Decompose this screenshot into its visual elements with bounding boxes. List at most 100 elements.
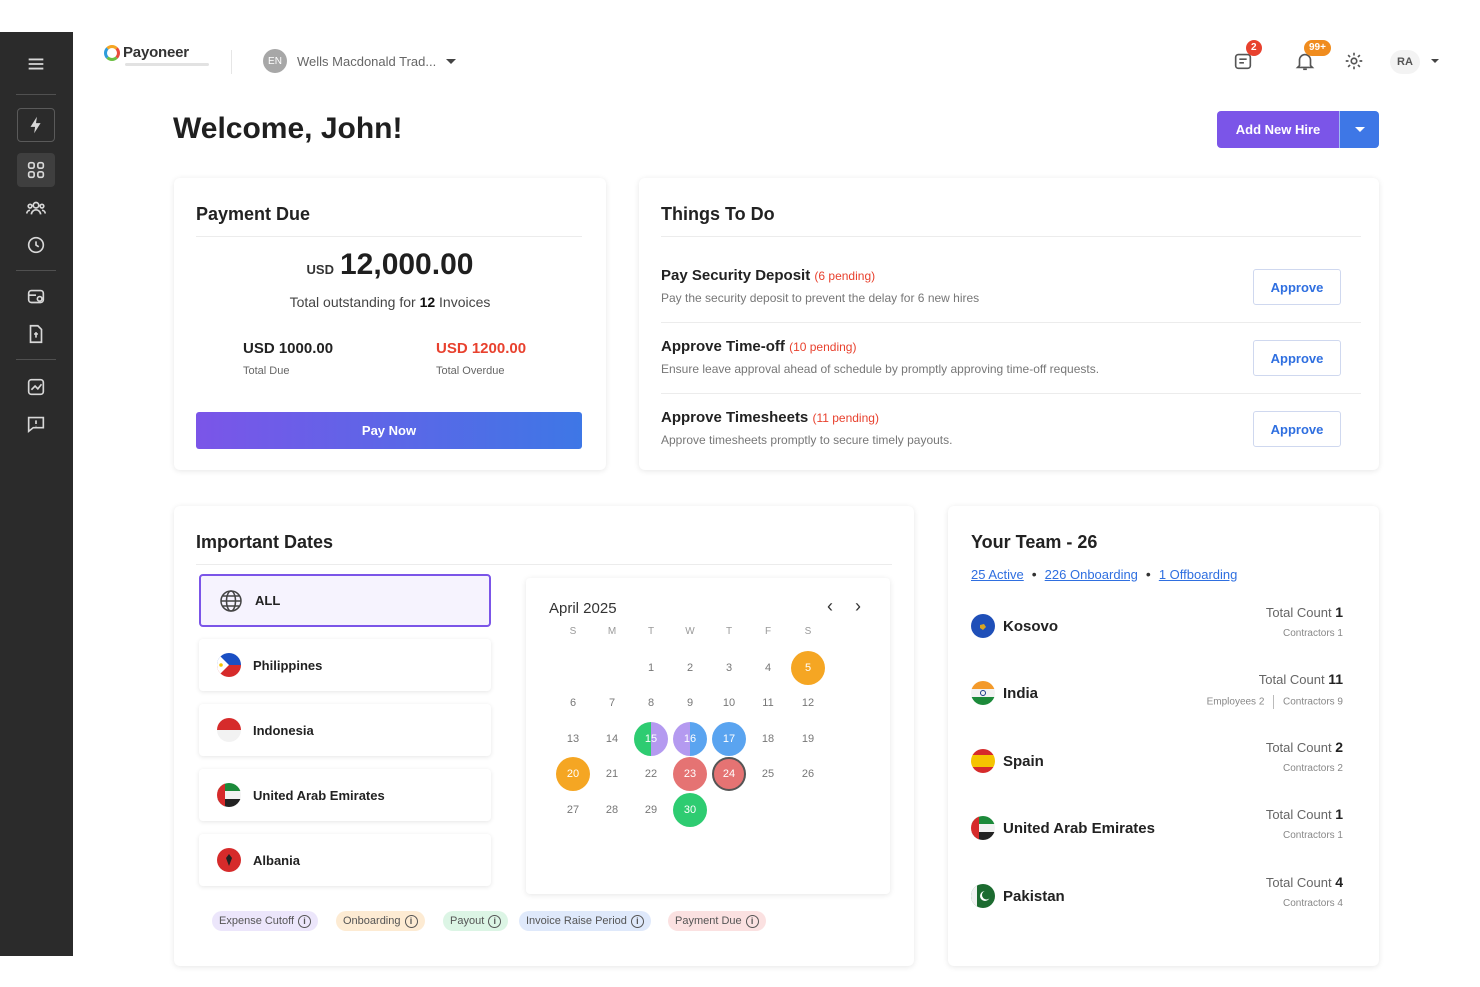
- team-country-name: India: [1003, 684, 1039, 702]
- calendar-day[interactable]: 13: [566, 733, 580, 745]
- calendar-day[interactable]: 10: [722, 697, 736, 709]
- calendar-day[interactable]: 12: [801, 697, 815, 709]
- calendar-day[interactable]: 17: [712, 722, 746, 756]
- team-row-pakistan[interactable]: Pakistan Total Count 4 Contractors 4: [971, 874, 1343, 924]
- team-total-count: Total Count 2: [1266, 739, 1343, 755]
- reports-icon[interactable]: [17, 370, 55, 404]
- approve-time-off-button[interactable]: Approve: [1253, 340, 1341, 376]
- calendar-day[interactable]: 6: [569, 697, 577, 709]
- calendar-day[interactable]: 24: [712, 757, 746, 791]
- tasks-icon[interactable]: 2: [1230, 40, 1262, 74]
- calendar-day[interactable]: 16: [673, 722, 707, 756]
- clock-icon[interactable]: [17, 228, 55, 262]
- org-name: Wells Macdonald Trad...: [297, 53, 437, 69]
- calendar-day[interactable]: 7: [608, 697, 616, 709]
- calendar-day[interactable]: 27: [566, 804, 580, 816]
- total-overdue-label: Total Overdue: [436, 365, 505, 377]
- active-link[interactable]: 25 Active: [971, 566, 1024, 582]
- region-filter-all[interactable]: ALL: [199, 574, 491, 627]
- documents-icon[interactable]: [17, 317, 55, 351]
- calendar-day[interactable]: 18: [761, 733, 775, 745]
- legend-expense-cutoff[interactable]: Expense Cutoff i: [212, 911, 319, 931]
- calendar-weekday: T: [647, 625, 655, 637]
- todo-description: Approve timesheets promptly to secure ti…: [661, 433, 953, 447]
- calendar-prev-button[interactable]: ‹: [820, 596, 840, 616]
- calendar-day[interactable]: 9: [686, 697, 694, 709]
- legend-onboarding[interactable]: Onboarding i: [336, 911, 425, 931]
- important-dates-card: Important Dates ALL Philippines Indonesi…: [174, 506, 914, 966]
- calendar-day[interactable]: 4: [764, 662, 772, 674]
- contractors-count: Contractors 9: [1282, 696, 1343, 708]
- payment-due-card: Payment Due USD 12,000.00 Total outstandi…: [174, 178, 606, 470]
- total-due-label: Total Due: [243, 365, 290, 377]
- gear-icon[interactable]: [1341, 48, 1367, 74]
- team-row-india[interactable]: India Total Count 11 Employees 2 Contrac…: [971, 671, 1343, 721]
- calendar-day[interactable]: 21: [605, 768, 619, 780]
- calendar-weekday: T: [725, 625, 733, 637]
- tasks-badge: 2: [1246, 40, 1262, 56]
- total-count-value: 11: [1328, 671, 1343, 687]
- pay-now-button[interactable]: Pay Now: [196, 412, 582, 449]
- legend-invoice-raise-period[interactable]: Invoice Raise Period i: [519, 911, 651, 931]
- payments-icon[interactable]: [17, 280, 55, 314]
- calendar-day[interactable]: 20: [556, 757, 590, 791]
- calendar-day[interactable]: 28: [605, 804, 619, 816]
- calendar-day[interactable]: 1: [647, 662, 655, 674]
- legend-label: Payment Due: [675, 915, 742, 927]
- calendar-weekday: F: [764, 625, 772, 637]
- add-new-hire-split-button: Add New Hire: [1217, 111, 1379, 148]
- legend-payment-due[interactable]: Payment Due i: [668, 911, 766, 931]
- menu-icon[interactable]: [17, 47, 55, 81]
- calendar-day[interactable]: 26: [801, 768, 815, 780]
- calendar-day[interactable]: 15: [634, 722, 668, 756]
- todo-divider: [661, 393, 1361, 394]
- payoneer-logo[interactable]: Payoneer: [104, 44, 189, 61]
- calendar-day[interactable]: 19: [801, 733, 815, 745]
- onboarding-link[interactable]: 226 Onboarding: [1044, 566, 1138, 582]
- calendar-next-button[interactable]: ›: [848, 596, 868, 616]
- org-switcher[interactable]: EN Wells Macdonald Trad...: [263, 49, 457, 73]
- legend-label: Expense Cutoff: [219, 915, 295, 927]
- calendar-day[interactable]: 14: [605, 733, 619, 745]
- region-filter-albania[interactable]: Albania: [199, 834, 491, 886]
- team-country-name: United Arab Emirates: [1003, 819, 1155, 837]
- calendar-day[interactable]: 30: [673, 793, 707, 827]
- total-count-value: 4: [1335, 874, 1343, 890]
- calendar-day[interactable]: 2: [686, 662, 694, 674]
- calendar-day[interactable]: 3: [725, 662, 733, 674]
- team-row-uae[interactable]: United Arab Emirates Total Count 1 Contr…: [971, 806, 1343, 856]
- region-filter-uae[interactable]: United Arab Emirates: [199, 769, 491, 821]
- dashboard-icon[interactable]: [17, 153, 55, 187]
- calendar-day[interactable]: 29: [644, 804, 658, 816]
- logo-tagline: [125, 63, 209, 66]
- add-new-hire-button[interactable]: Add New Hire: [1217, 111, 1339, 148]
- team-country-name: Pakistan: [1003, 887, 1065, 905]
- total-count-value: 1: [1335, 806, 1343, 822]
- calendar-day[interactable]: 22: [644, 768, 658, 780]
- albania-flag-icon: [217, 848, 241, 872]
- indonesia-flag-icon: [217, 718, 241, 742]
- sidebar-divider: [16, 94, 56, 95]
- offboarding-link[interactable]: 1 Offboarding: [1158, 566, 1238, 582]
- subtitle-prefix: Total outstanding for: [289, 294, 416, 310]
- approve-security-deposit-button[interactable]: Approve: [1253, 269, 1341, 305]
- calendar-day[interactable]: 5: [791, 651, 825, 685]
- calendar-day[interactable]: 25: [761, 768, 775, 780]
- calendar-day[interactable]: 8: [647, 697, 655, 709]
- team-row-kosovo[interactable]: Kosovo Total Count 1 Contractors 1: [971, 604, 1343, 654]
- region-filter-philippines[interactable]: Philippines: [199, 639, 491, 691]
- quick-actions-icon[interactable]: [17, 108, 55, 142]
- total-count-label: Total Count: [1265, 875, 1332, 890]
- support-icon[interactable]: [17, 407, 55, 441]
- region-filter-indonesia[interactable]: Indonesia: [199, 704, 491, 756]
- legend-payout[interactable]: Payout i: [443, 911, 509, 931]
- team-row-spain[interactable]: Spain Total Count 2 Contractors 2: [971, 739, 1343, 789]
- approve-timesheets-button[interactable]: Approve: [1253, 411, 1341, 447]
- calendar-day[interactable]: 11: [762, 697, 774, 709]
- bell-icon[interactable]: 99+: [1292, 40, 1331, 74]
- team-icon[interactable]: [17, 191, 55, 225]
- add-new-hire-dropdown[interactable]: [1339, 111, 1379, 148]
- user-avatar[interactable]: RA: [1390, 50, 1420, 74]
- chevron-down-icon[interactable]: [1431, 59, 1439, 63]
- calendar-day[interactable]: 23: [673, 757, 707, 791]
